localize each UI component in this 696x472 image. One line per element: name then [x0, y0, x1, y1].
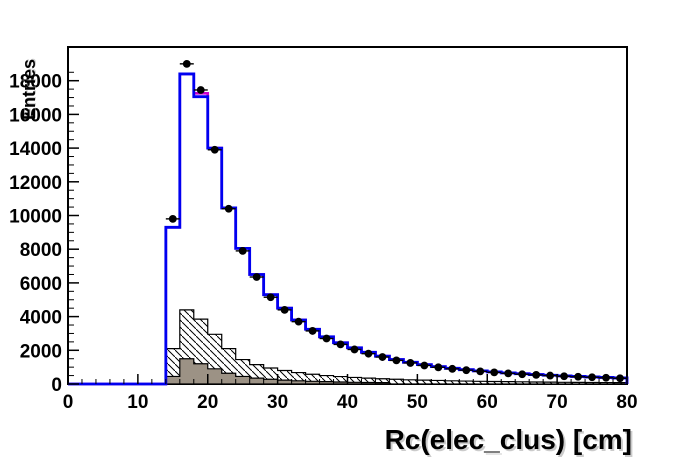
data-point-marker — [560, 372, 569, 381]
data-point-marker — [308, 327, 317, 335]
x-tick-label: 50 — [407, 392, 428, 413]
data-point-marker — [532, 371, 541, 379]
x-tick-label: 0 — [63, 392, 74, 413]
y-axis-title: Entries — [19, 58, 39, 120]
data-point-marker — [238, 246, 247, 255]
x-tick-label: 80 — [616, 392, 637, 413]
x-tick-label: 40 — [337, 392, 358, 413]
x-tick-label: 60 — [477, 392, 498, 413]
data-point-marker — [392, 356, 401, 365]
x-tick-label: 30 — [267, 392, 288, 413]
data-point-marker — [518, 370, 527, 379]
data-point-marker — [476, 367, 485, 376]
data-point-marker — [434, 363, 443, 372]
data-point-marker — [224, 204, 233, 213]
y-tick-label: 6000 — [20, 274, 62, 295]
data-point-marker — [462, 366, 471, 375]
data-point-marker — [294, 317, 303, 326]
data-point-marker — [420, 361, 429, 370]
data-point-marker — [168, 214, 177, 223]
data-point-marker — [266, 293, 275, 302]
data-point-marker — [350, 345, 359, 354]
x-tick-label: 10 — [127, 392, 148, 413]
y-tick-label: 12000 — [9, 173, 62, 194]
data-point-marker — [364, 349, 373, 358]
y-tick-label: 10000 — [9, 207, 62, 228]
data-point-marker — [336, 340, 345, 349]
data-point-marker — [616, 374, 624, 383]
plot-frame — [67, 46, 628, 385]
data-point-marker — [378, 353, 387, 361]
magenta-histogram — [68, 72, 629, 386]
y-tick-label: 14000 — [9, 139, 62, 160]
data-point-marker — [406, 359, 415, 367]
y-tick-label: 16000 — [9, 105, 62, 126]
x-tick-label: 70 — [547, 392, 568, 413]
y-tick-label: 4000 — [20, 308, 62, 329]
x-tick-label: 20 — [197, 392, 218, 413]
x-axis-title: Rc(elec_clus) [cm] — [384, 424, 632, 455]
data-point-marker — [602, 373, 610, 382]
data-point-marker — [196, 86, 205, 94]
y-tick-label: 18000 — [9, 72, 62, 93]
data-point-marker — [490, 368, 499, 377]
data-point-marker — [210, 145, 219, 154]
data-point-marker — [588, 373, 596, 382]
data-point-marker — [504, 369, 513, 378]
data-point-marker — [574, 372, 582, 381]
data-point-marker — [322, 334, 331, 343]
data-point-marker — [448, 364, 457, 373]
data-point-marker — [546, 371, 555, 380]
y-tick-label: 8000 — [20, 240, 62, 261]
y-tick-label: 2000 — [20, 341, 62, 362]
data-point-marker — [182, 59, 191, 68]
data-point-marker — [252, 273, 261, 281]
data-point-marker — [280, 305, 289, 314]
y-tick-label: 0 — [51, 375, 62, 396]
blue-histogram — [68, 72, 629, 386]
